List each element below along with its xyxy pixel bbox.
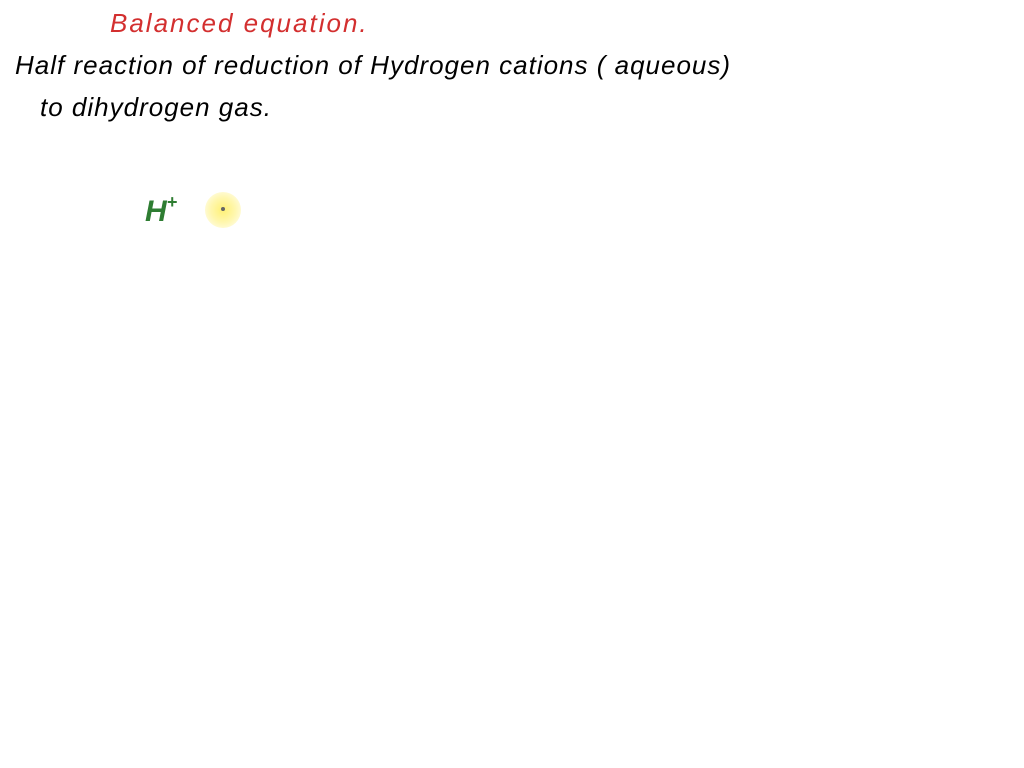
- description-line-2: to dihydrogen gas.: [40, 92, 272, 123]
- cursor-dot: [221, 207, 225, 211]
- description-line-1: Half reaction of reduction of Hydrogen c…: [15, 50, 731, 81]
- equation-base: H: [145, 195, 167, 228]
- title-text: Balanced equation.: [110, 8, 369, 39]
- equation-superscript: +: [167, 192, 178, 212]
- equation-text: H+: [145, 194, 177, 229]
